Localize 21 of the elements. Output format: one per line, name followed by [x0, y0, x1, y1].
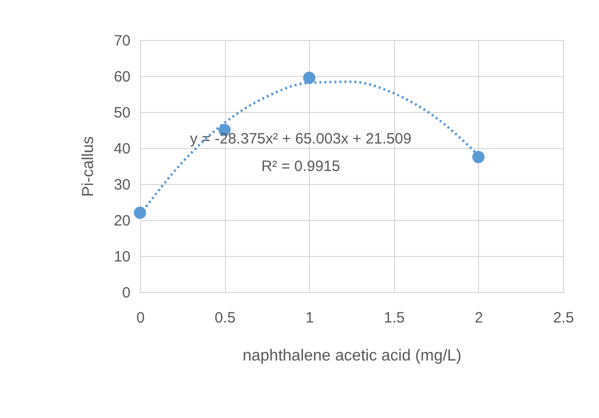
x-tick-label: 2: [474, 310, 484, 326]
annotation: R² = 0.9915: [261, 158, 340, 175]
annotation: y = -28.375x² + 65.003x + 21.509: [190, 130, 412, 148]
y-tick-label: 20: [114, 212, 130, 230]
y-tick-label: 30: [114, 176, 130, 194]
point: [134, 206, 146, 219]
point: [472, 150, 485, 164]
y-tick-label: 60: [114, 68, 130, 86]
x-tick-label: 0: [136, 310, 145, 326]
point: [303, 72, 316, 84]
y-axis-title: Pi-callus: [80, 136, 97, 197]
y-tick-label: 10: [114, 248, 130, 266]
y-tick-label: 40: [114, 140, 130, 158]
x-tick-label: 0.5: [214, 310, 236, 326]
x-tick-label: 1: [306, 310, 314, 326]
y-tick-label: 0: [122, 284, 130, 302]
y-tick-label: 50: [114, 104, 130, 122]
x-tick-label: 2.5: [553, 310, 574, 326]
x-tick-label: 1.5: [384, 310, 405, 326]
y-tick-label: 70: [114, 32, 130, 50]
x-axis-title: naphthalene acetic acid (mg/L): [242, 348, 462, 364]
